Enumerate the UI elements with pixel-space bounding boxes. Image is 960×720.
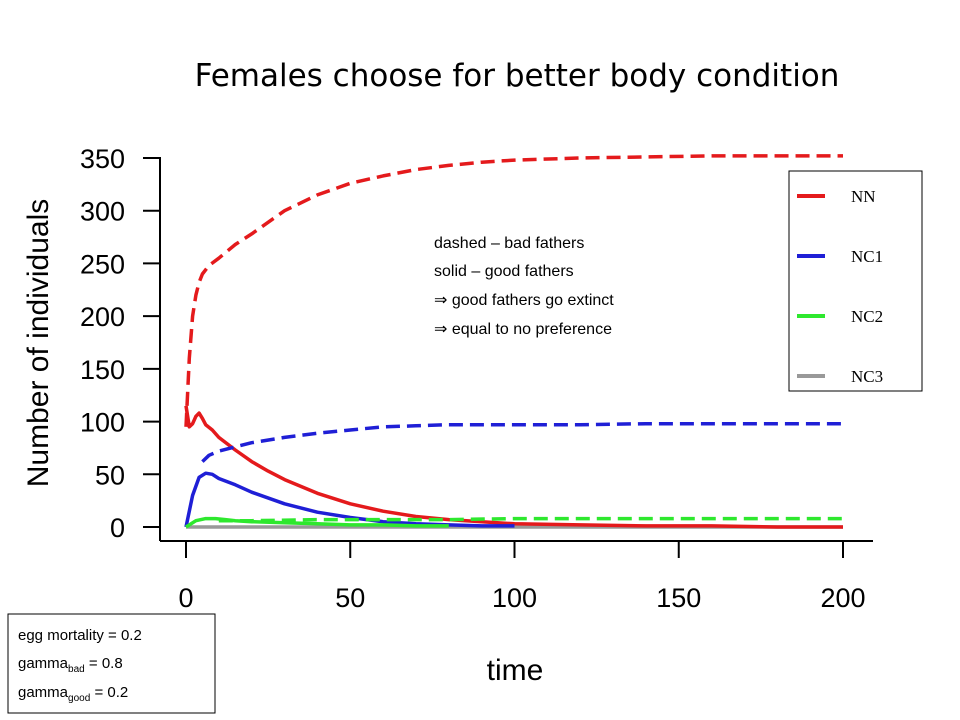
legend-label-nn: NN (851, 187, 876, 206)
gamma-good-label: gammagood = 0.2 (18, 684, 128, 704)
gamma-good-base: gamma (18, 684, 69, 701)
gamma-bad-label: gammabad = 0.8 (18, 655, 123, 675)
annotation-line-3: ⇒ good fathers go extinct (434, 292, 614, 309)
y-axis: 0 50 100 150 200 250 300 350 (80, 144, 161, 543)
legend-label-nc2: NC2 (851, 307, 883, 326)
y-tick-label: 50 (95, 460, 125, 490)
gamma-bad-base: gamma (18, 655, 69, 672)
x-tick-label: 200 (820, 583, 865, 613)
annotation-line-2: solid – good fathers (434, 263, 574, 280)
y-axis-label: Number of individuals (22, 199, 55, 487)
egg-mortality-label: egg mortality = 0.2 (18, 627, 142, 644)
chart-title: Females choose for better body condition (195, 58, 840, 94)
annotation-line-1: dashed – bad fathers (434, 235, 584, 252)
legend-label-nc3: NC3 (851, 367, 883, 386)
series-line-nn-dashed (184, 154, 843, 427)
gamma-good-sub: good (68, 693, 90, 704)
gamma-good-value: = 0.2 (90, 684, 128, 701)
series-line-nc1-dashed (201, 421, 843, 463)
annotation: dashed – bad fathers solid – good father… (434, 235, 614, 338)
y-tick-label: 100 (80, 408, 125, 438)
series-line-nc2-solid (185, 516, 449, 529)
series-line-nn-solid (184, 405, 843, 529)
y-tick-label: 0 (110, 513, 125, 543)
y-tick-label: 150 (80, 355, 125, 385)
y-tick-label: 200 (80, 302, 125, 332)
series-line-nc2-dashed (218, 516, 843, 523)
gamma-bad-value: = 0.8 (85, 655, 123, 672)
x-axis-label: time (487, 654, 544, 687)
parameters-border (7, 613, 216, 714)
legend-label-nc1: NC1 (851, 247, 883, 266)
y-tick-label: 350 (80, 144, 125, 174)
x-tick-label: 0 (178, 583, 193, 613)
y-tick-label: 300 (80, 197, 125, 227)
gamma-bad-sub: bad (68, 664, 85, 675)
y-tick-label: 250 (80, 249, 125, 279)
x-axis: 0 50 100 150 200 (160, 540, 873, 613)
x-tick-label: 50 (335, 583, 365, 613)
parameters-box: egg mortality = 0.2 gammabad = 0.8 gamma… (7, 613, 216, 714)
legend: NN NC1 NC2 NC3 (788, 170, 923, 392)
x-tick-label: 150 (656, 583, 701, 613)
x-tick-label: 100 (492, 583, 537, 613)
legend-box (788, 170, 923, 392)
annotation-line-4: ⇒ equal to no preference (434, 321, 612, 338)
series-layer (184, 154, 843, 529)
